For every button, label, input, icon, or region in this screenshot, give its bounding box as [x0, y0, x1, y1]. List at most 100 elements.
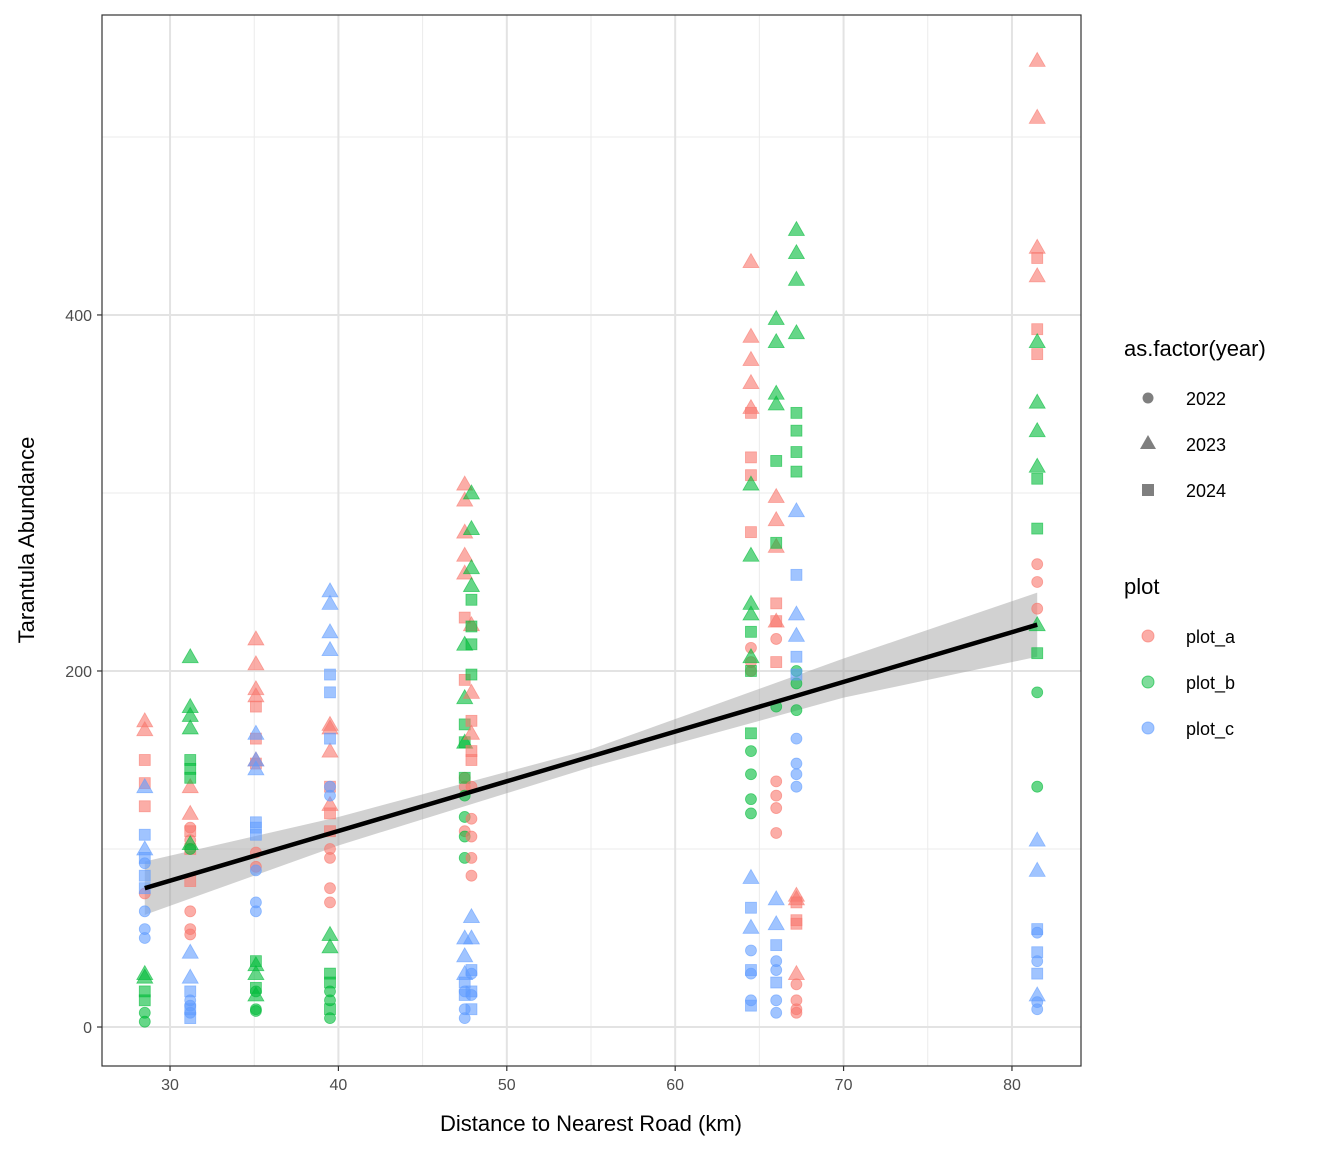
point-plot-c-2024: [745, 999, 757, 1012]
legend-square-icon: [1142, 484, 1154, 496]
point-plot-a-2023: [1028, 108, 1046, 124]
gridlines: [102, 15, 1081, 1066]
point-plot-b-2024: [250, 955, 262, 968]
fit-line: [144, 622, 1038, 891]
point-plot-a-2022: [465, 869, 478, 882]
point-plot-c-2023: [456, 947, 474, 963]
point-plot-c-2024: [184, 1012, 197, 1025]
point-plot-a-2022: [770, 802, 783, 814]
point-plot-c-2024: [745, 964, 757, 976]
point-plot-b-2023: [181, 834, 199, 851]
legend-label-plot-b: plot_b: [1186, 673, 1235, 694]
legend-plot-a-icon: [1141, 629, 1155, 643]
point-plot-b-2023: [136, 968, 154, 984]
point-plot-c-2024: [138, 828, 151, 841]
point-plot-c-2022: [770, 1006, 783, 1019]
legend-label-plot-a: plot_a: [1186, 627, 1236, 648]
point-plot-a-2024: [790, 896, 803, 909]
point-plot-b-2024: [184, 771, 197, 784]
point-plot-b-2024: [250, 981, 262, 994]
point-plot-c-2023: [181, 943, 199, 959]
point-plot-a-2023: [742, 350, 760, 366]
point-plot-a-2023: [742, 373, 760, 390]
point-plot-c-2023: [787, 605, 806, 621]
confidence-band-area: [144, 592, 1038, 915]
panel-border: [101, 14, 1082, 1067]
point-plot-a-2022: [770, 789, 783, 802]
point-plot-b-2023: [1028, 457, 1046, 473]
point-plot-a-2024: [770, 615, 783, 628]
data-points: [136, 51, 1046, 1028]
point-plot-c-2023: [181, 968, 199, 984]
point-plot-c-2022: [790, 768, 803, 781]
point-plot-c-2022: [250, 864, 262, 877]
point-plot-a-2023: [767, 487, 785, 503]
point-plot-b-2023: [462, 519, 481, 535]
point-plot-c-2024: [790, 668, 803, 681]
point-plot-a-2024: [465, 714, 478, 727]
legend-label-2022: 2022: [1186, 389, 1226, 409]
point-plot-b-2024: [790, 406, 803, 419]
confidence-band: [144, 592, 1038, 915]
point-plot-a-2024: [745, 406, 757, 419]
point-plot-c-2024: [458, 976, 471, 989]
point-plot-b-2023: [1028, 332, 1046, 349]
point-plot-a-2022: [790, 1006, 803, 1019]
point-plot-a-2024: [1031, 252, 1044, 264]
x-axis-label: Distance to Nearest Road (km): [440, 1111, 742, 1136]
point-plot-a-2022: [465, 812, 478, 825]
point-plot-a-2024: [770, 656, 783, 668]
point-plot-c-2023: [321, 594, 339, 610]
x-tick-label: 50: [498, 1077, 516, 1094]
point-plot-b-2023: [767, 309, 785, 325]
point-plot-b-2024: [790, 465, 803, 478]
point-plot-c-2022: [250, 905, 262, 918]
legend-plot-b-icon: [1141, 675, 1155, 689]
legend-label-2024: 2024: [1186, 481, 1226, 501]
point-plot-b-2023: [247, 986, 265, 1002]
point-plot-c-2024: [465, 964, 478, 976]
point-plot-c-2024: [324, 732, 336, 745]
legend-plot-c-icon: [1141, 721, 1155, 735]
point-plot-b-2022: [250, 1005, 262, 1017]
legend-title-year: as.factor(year): [1124, 336, 1266, 361]
point-plot-c-2023: [742, 868, 760, 884]
legend-label-2023: 2023: [1186, 435, 1226, 455]
point-plot-b-2023: [1028, 421, 1046, 438]
point-plot-a-2023: [1028, 51, 1046, 67]
point-plot-c-2023: [321, 623, 339, 639]
point-plot-a-2022: [770, 633, 783, 645]
legend-circle-icon: [1142, 392, 1154, 404]
plot-panel: [102, 15, 1081, 1066]
point-plot-b-2024: [745, 625, 757, 638]
point-plot-b-2022: [138, 1015, 151, 1028]
point-plot-b-2023: [742, 546, 760, 562]
point-plot-b-2023: [1028, 393, 1046, 409]
point-plot-a-2024: [458, 611, 471, 624]
point-plot-a-2024: [745, 451, 757, 464]
point-plot-b-2022: [790, 704, 803, 717]
point-plot-b-2024: [465, 593, 478, 606]
point-plot-a-2022: [324, 852, 336, 864]
point-plot-c-2024: [138, 852, 151, 864]
point-plot-a-2023: [456, 546, 474, 562]
y-tick-label: 400: [65, 308, 92, 325]
point-plot-c-2023: [742, 918, 760, 934]
x-tick-label: 70: [835, 1077, 853, 1094]
point-plot-c-2024: [324, 686, 336, 699]
point-plot-b-2022: [745, 768, 757, 781]
point-plot-c-2023: [1028, 831, 1046, 847]
point-plot-b-2023: [742, 605, 760, 621]
point-plot-b-2024: [465, 638, 478, 651]
point-plot-b-2024: [770, 455, 783, 467]
point-plot-c-2023: [1028, 861, 1046, 877]
point-plot-a-2022: [324, 882, 336, 895]
point-plot-a-2022: [324, 896, 336, 909]
point-plot-a-2022: [465, 830, 478, 843]
point-plot-c-2024: [250, 828, 262, 841]
point-plot-b-2022: [1031, 686, 1044, 699]
point-plot-b-2022: [745, 793, 757, 806]
axis-ticks: 30 40 50 60 70 80 0 200 400: [65, 308, 1021, 1094]
point-plot-c-2024: [465, 985, 478, 998]
point-plot-c-2023: [247, 760, 265, 776]
